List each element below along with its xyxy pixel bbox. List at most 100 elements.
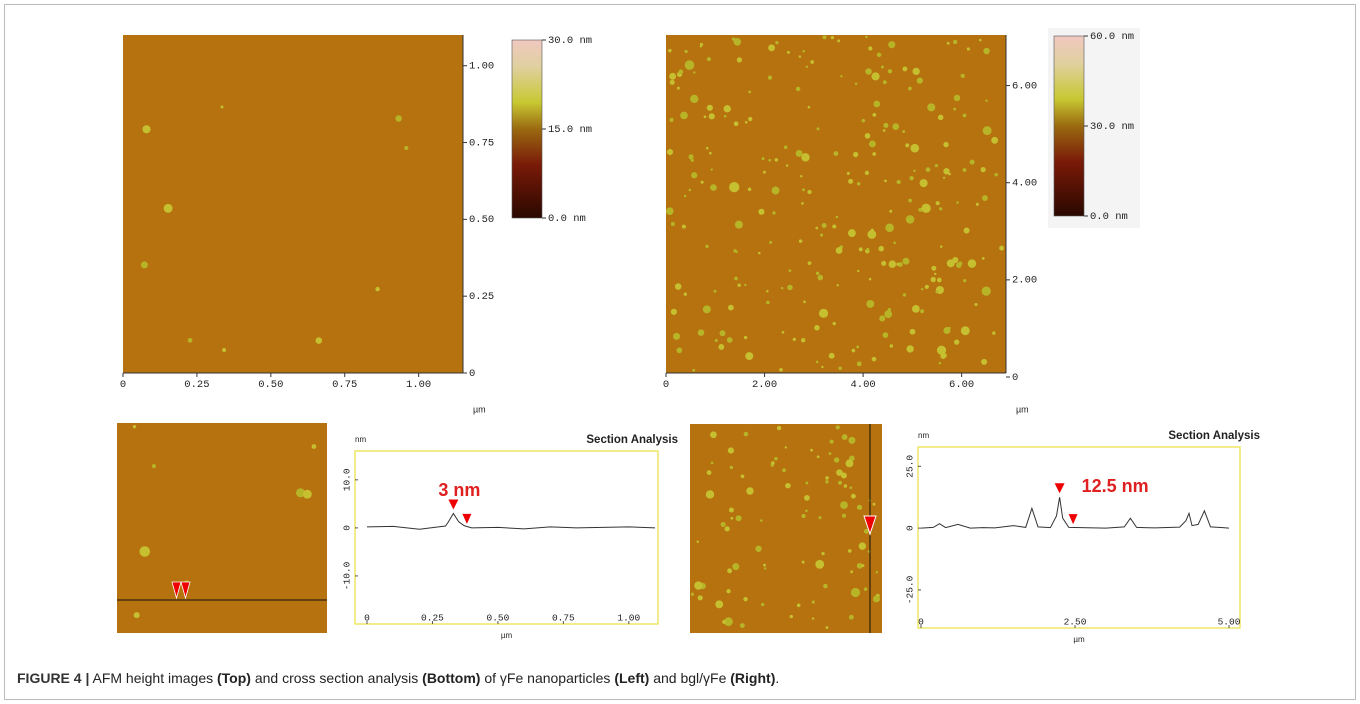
particle bbox=[967, 259, 977, 268]
particle bbox=[705, 244, 709, 249]
particle bbox=[740, 474, 745, 479]
particle bbox=[924, 284, 929, 289]
particle bbox=[690, 94, 699, 104]
particle bbox=[943, 141, 949, 148]
particle bbox=[849, 486, 853, 490]
particle bbox=[872, 112, 877, 117]
particle bbox=[802, 50, 805, 53]
particle bbox=[735, 515, 742, 522]
particle bbox=[902, 66, 908, 72]
particle bbox=[935, 201, 940, 206]
particle bbox=[896, 179, 901, 185]
particle bbox=[734, 220, 743, 229]
particle bbox=[861, 564, 865, 568]
y-axis-label: nm bbox=[355, 435, 366, 444]
particle bbox=[837, 39, 841, 43]
x-tick-label: 0 bbox=[120, 379, 126, 391]
particle bbox=[807, 105, 811, 109]
particle bbox=[295, 488, 306, 498]
particle bbox=[724, 526, 730, 532]
particle bbox=[801, 560, 805, 564]
x-tick-label: 4.00 bbox=[850, 379, 875, 391]
particle bbox=[819, 233, 824, 237]
particle bbox=[818, 516, 822, 520]
particle bbox=[691, 172, 698, 179]
particle bbox=[140, 261, 148, 269]
particle bbox=[706, 104, 713, 111]
particle bbox=[807, 261, 812, 265]
particle bbox=[871, 356, 877, 362]
particle bbox=[994, 172, 998, 177]
particle bbox=[864, 170, 869, 175]
particle bbox=[404, 145, 409, 150]
x-axis-label: µm bbox=[501, 631, 513, 640]
particle bbox=[729, 181, 740, 193]
particle bbox=[893, 241, 896, 245]
particle bbox=[375, 286, 380, 292]
particle bbox=[868, 277, 872, 281]
particle bbox=[816, 455, 820, 459]
caption-text: and cross section analysis bbox=[250, 670, 423, 686]
particle bbox=[697, 329, 705, 336]
particle bbox=[887, 69, 893, 74]
particle bbox=[817, 274, 824, 281]
particle bbox=[882, 129, 886, 132]
particle bbox=[981, 257, 985, 260]
particle bbox=[925, 167, 931, 172]
particle bbox=[902, 293, 907, 297]
particle bbox=[805, 509, 808, 513]
particle bbox=[771, 186, 780, 195]
particle bbox=[763, 563, 766, 567]
particle bbox=[908, 198, 912, 203]
particle bbox=[395, 115, 402, 122]
particle bbox=[980, 167, 986, 173]
profile-marker bbox=[1054, 483, 1078, 525]
particle bbox=[811, 617, 815, 620]
particle bbox=[942, 353, 947, 358]
particle bbox=[889, 209, 893, 213]
plot-frame bbox=[917, 446, 1241, 629]
particle bbox=[889, 344, 894, 348]
x-tick-label: 0.75 bbox=[332, 379, 357, 391]
particle bbox=[781, 331, 785, 334]
particle bbox=[697, 595, 703, 601]
x-tick-label: 0.75 bbox=[552, 613, 575, 624]
caption-text: FIGURE 4 | bbox=[17, 670, 90, 686]
particle bbox=[699, 45, 703, 48]
particle bbox=[909, 176, 914, 181]
particle bbox=[896, 262, 900, 266]
particle bbox=[670, 308, 677, 315]
particle bbox=[999, 245, 1005, 251]
particle bbox=[940, 245, 943, 248]
particle bbox=[713, 289, 717, 293]
particle bbox=[676, 86, 680, 90]
particle bbox=[872, 152, 877, 156]
particle bbox=[815, 271, 820, 276]
particle bbox=[688, 188, 692, 192]
particle bbox=[722, 619, 727, 624]
profile-line bbox=[366, 512, 656, 530]
particle bbox=[733, 121, 739, 127]
particle bbox=[840, 472, 847, 479]
particle bbox=[792, 337, 796, 342]
y-tick-label: 0 bbox=[1012, 372, 1018, 384]
profile-marker bbox=[448, 499, 472, 524]
particle bbox=[825, 626, 829, 629]
particle bbox=[881, 260, 887, 266]
particle bbox=[718, 344, 725, 350]
particle bbox=[774, 456, 778, 461]
particle bbox=[948, 172, 951, 176]
particle bbox=[788, 269, 792, 273]
y-tick-label: 10.0 bbox=[342, 468, 353, 491]
particle bbox=[729, 465, 734, 470]
particle bbox=[863, 587, 868, 591]
particle bbox=[939, 207, 943, 211]
particle bbox=[815, 559, 825, 569]
particle bbox=[736, 57, 743, 63]
particle bbox=[727, 568, 733, 574]
particle bbox=[772, 211, 776, 215]
peak-annotation: 3 nm bbox=[438, 480, 480, 500]
particle bbox=[943, 327, 951, 335]
particle bbox=[841, 434, 848, 440]
colorbar-label: 15.0 nm bbox=[548, 124, 592, 136]
